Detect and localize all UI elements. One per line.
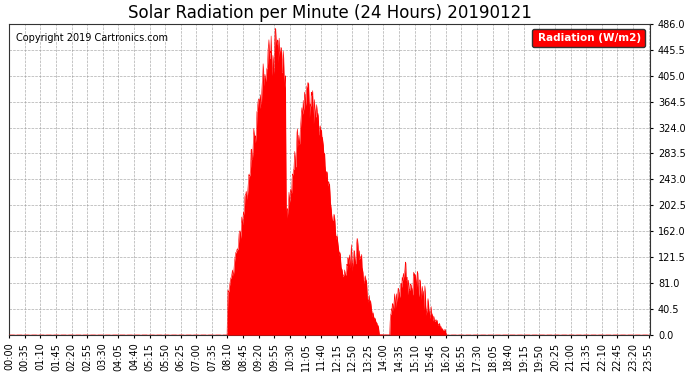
Text: Copyright 2019 Cartronics.com: Copyright 2019 Cartronics.com — [16, 33, 168, 43]
Title: Solar Radiation per Minute (24 Hours) 20190121: Solar Radiation per Minute (24 Hours) 20… — [128, 4, 532, 22]
Legend: Radiation (W/m2): Radiation (W/m2) — [531, 29, 645, 47]
